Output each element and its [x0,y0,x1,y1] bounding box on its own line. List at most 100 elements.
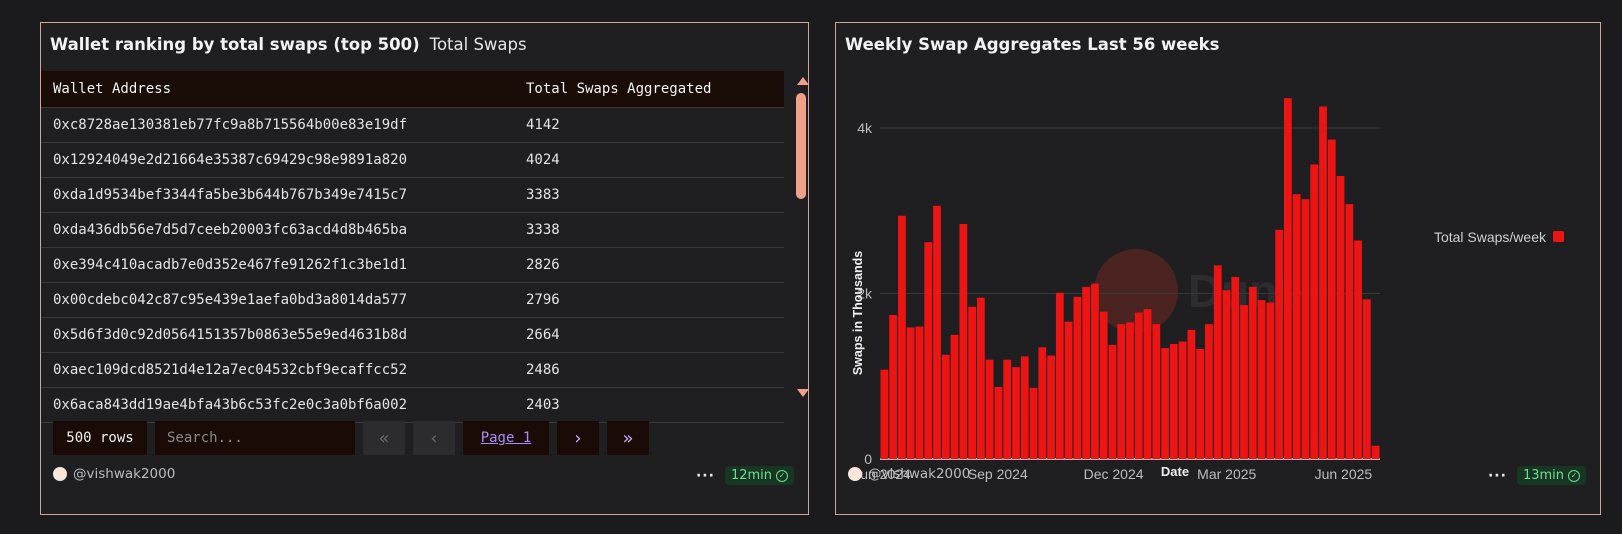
bar[interactable] [1266,302,1275,459]
avatar[interactable] [848,467,862,481]
table-row[interactable]: 0xc8728ae130381eb77fc9a8b715564b00e83e19… [41,108,784,143]
bar[interactable] [1292,194,1301,459]
next-page-button[interactable]: › [557,421,599,455]
bar[interactable] [880,369,889,459]
legend[interactable]: Total Swaps/week [1434,229,1564,245]
scroll-thumb[interactable] [796,93,806,199]
table-row[interactable]: 0x12924049e2d21664e35387c69429c98e9891a8… [41,143,784,178]
search-input[interactable]: Search... [155,421,355,455]
bar[interactable] [898,215,906,459]
last-page-button[interactable]: » [607,421,649,455]
more-options-icon[interactable]: ··· [1487,467,1507,484]
bar[interactable] [1310,164,1319,459]
first-page-button[interactable]: « [363,421,405,455]
bar[interactable] [1345,204,1354,459]
bar[interactable] [889,315,898,459]
bar[interactable] [1275,229,1284,459]
bar[interactable] [1073,296,1082,459]
previous-page-button[interactable]: ‹ [413,421,455,455]
double-chevron-right-icon: » [622,427,634,449]
table-row[interactable]: 0xaec109dcd8521d4e12a7ec04532cbf9ecaffcc… [41,353,784,388]
column-header-total-swaps[interactable]: Total Swaps Aggregated [526,81,712,97]
page-indicator[interactable]: Page 1 [463,421,549,455]
bar[interactable] [1257,300,1266,459]
bar[interactable] [1143,309,1152,459]
bar[interactable] [924,242,933,459]
wallet-address-cell: 0xaec109dcd8521d4e12a7ec04532cbf9ecaffcc… [53,362,408,378]
bar[interactable] [1012,367,1020,459]
author-link[interactable]: @vishwak2000 [868,466,971,482]
table-row[interactable]: 0x5d6f3d0c92d0564151357b0863e55e9ed4631b… [41,318,784,353]
bar[interactable] [1371,445,1380,459]
bar[interactable] [1134,312,1143,459]
bar[interactable] [1319,106,1327,460]
bar[interactable] [1038,347,1047,459]
total-swaps-cell: 2403 [526,397,560,413]
bar[interactable] [1091,283,1099,459]
bar[interactable] [1196,348,1205,459]
chart-title: Weekly Swap Aggregates Last 56 weeks [845,35,1220,54]
refresh-status-badge[interactable]: 13min ✓ [1516,466,1586,485]
table-row[interactable]: 0x6aca843dd19ae4bfa43b6c53fc2e0c3a0bf6a0… [41,388,784,423]
table-row[interactable]: 0x00cdebc042c87c95e439e1aefa0bd3a8014da5… [41,283,784,318]
avatar[interactable] [53,467,67,481]
column-header-wallet-address[interactable]: Wallet Address [53,81,172,97]
bar[interactable] [906,327,915,459]
bar[interactable] [1222,290,1231,459]
x-tick-label: Sep 2024 [968,466,1028,482]
table-row[interactable]: 0xda436db56e7d5d7ceeb20003fc63acd4d8b465… [41,213,784,248]
bar[interactable] [950,334,959,459]
scroll-down-arrow-icon[interactable] [797,389,809,397]
chevron-right-icon: › [574,427,582,449]
table-row[interactable]: 0xda1d9534bef3344fa5be3b644b767b349e7415… [41,178,784,213]
x-axis-ticks: Jun 2024 Sep 2024 Dec 2024 Mar 2025 Jun 2025 [853,466,1372,482]
more-options-icon[interactable]: ··· [695,467,715,484]
bar[interactable] [1187,329,1196,459]
bar[interactable] [985,359,994,459]
bar[interactable] [1003,359,1012,459]
bar[interactable] [1029,387,1038,459]
bar[interactable] [1362,299,1371,459]
bar[interactable] [976,297,985,459]
bar[interactable] [1161,348,1169,459]
wallet-address-cell: 0xc8728ae130381eb77fc9a8b715564b00e83e19… [53,117,408,133]
bar[interactable] [933,205,941,459]
bar[interactable] [994,387,1003,459]
bar[interactable] [1108,344,1117,459]
bar[interactable] [1064,321,1073,459]
bar[interactable] [1248,286,1257,459]
bar[interactable] [1178,341,1187,459]
bar[interactable] [1117,324,1126,459]
bar[interactable] [1152,324,1161,459]
bar[interactable] [1354,240,1362,459]
bar[interactable] [1213,265,1222,459]
wallet-address-cell: 0x5d6f3d0c92d0564151357b0863e55e9ed4631b… [53,327,408,343]
bar[interactable] [1169,343,1178,459]
bar[interactable] [1284,98,1292,460]
refresh-status-badge[interactable]: 12min ✓ [724,466,794,485]
scroll-up-arrow-icon[interactable] [797,77,809,85]
bar[interactable] [1082,286,1091,459]
y-tick-label: 0 [864,451,872,467]
bar[interactable] [1020,356,1029,459]
bar[interactable] [941,354,950,459]
bar[interactable] [915,326,924,459]
bar[interactable] [1099,311,1108,459]
chevron-left-icon: ‹ [430,427,438,449]
total-swaps-cell: 4142 [526,117,560,133]
bar[interactable] [959,223,968,459]
bar[interactable] [968,306,976,459]
bar[interactable] [1240,305,1248,459]
bar[interactable] [1055,292,1064,459]
y-axis-ticks: 0 2k 4k [857,120,873,467]
bar[interactable] [1231,276,1240,459]
table-row[interactable]: 0xe394c410acadb7e0d352e467fe91262f1c3be1… [41,248,784,283]
author-link[interactable]: @vishwak2000 [73,466,176,482]
bar[interactable] [1126,322,1134,459]
bar[interactable] [1047,355,1055,459]
bar[interactable] [1327,139,1336,459]
table-scrollbar[interactable] [794,71,809,406]
bar[interactable] [1336,175,1345,459]
bar[interactable] [1301,199,1310,459]
bar[interactable] [1205,324,1213,459]
